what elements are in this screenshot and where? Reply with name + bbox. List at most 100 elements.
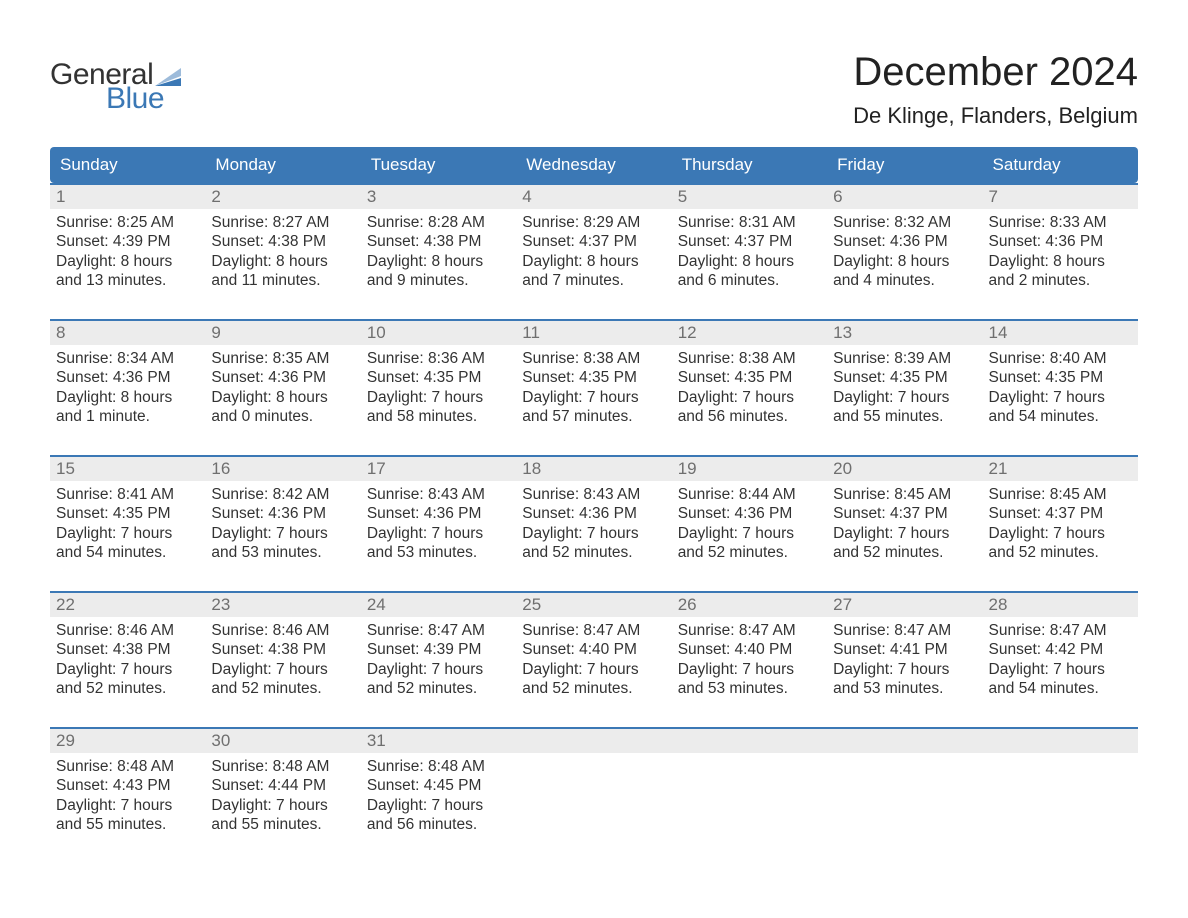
day-dl2: and 55 minutes. <box>56 815 199 834</box>
day-details: Sunrise: 8:41 AMSunset: 4:35 PMDaylight:… <box>50 481 205 567</box>
day-sunrise: Sunrise: 8:40 AM <box>989 349 1132 368</box>
day-cell: 18Sunrise: 8:43 AMSunset: 4:36 PMDayligh… <box>516 457 671 573</box>
day-sunset: Sunset: 4:36 PM <box>678 504 821 523</box>
day-sunrise: Sunrise: 8:47 AM <box>367 621 510 640</box>
day-dl1: Daylight: 7 hours <box>56 524 199 543</box>
day-sunrise: Sunrise: 8:48 AM <box>367 757 510 776</box>
day-cell: 8Sunrise: 8:34 AMSunset: 4:36 PMDaylight… <box>50 321 205 437</box>
day-dl1: Daylight: 8 hours <box>989 252 1132 271</box>
day-dl1: Daylight: 8 hours <box>522 252 665 271</box>
empty-cell <box>672 729 827 845</box>
day-sunrise: Sunrise: 8:46 AM <box>211 621 354 640</box>
empty-day-number <box>516 729 671 753</box>
day-sunset: Sunset: 4:37 PM <box>678 232 821 251</box>
day-cell: 24Sunrise: 8:47 AMSunset: 4:39 PMDayligh… <box>361 593 516 709</box>
day-sunset: Sunset: 4:35 PM <box>522 368 665 387</box>
day-number: 23 <box>205 593 360 617</box>
day-cell: 13Sunrise: 8:39 AMSunset: 4:35 PMDayligh… <box>827 321 982 437</box>
day-cell: 15Sunrise: 8:41 AMSunset: 4:35 PMDayligh… <box>50 457 205 573</box>
day-dl2: and 1 minute. <box>56 407 199 426</box>
day-sunrise: Sunrise: 8:45 AM <box>833 485 976 504</box>
day-cell: 5Sunrise: 8:31 AMSunset: 4:37 PMDaylight… <box>672 185 827 301</box>
day-details: Sunrise: 8:47 AMSunset: 4:40 PMDaylight:… <box>672 617 827 703</box>
day-cell: 29Sunrise: 8:48 AMSunset: 4:43 PMDayligh… <box>50 729 205 845</box>
day-sunrise: Sunrise: 8:28 AM <box>367 213 510 232</box>
day-details: Sunrise: 8:48 AMSunset: 4:43 PMDaylight:… <box>50 753 205 839</box>
day-sunset: Sunset: 4:40 PM <box>678 640 821 659</box>
day-sunset: Sunset: 4:37 PM <box>522 232 665 251</box>
day-number: 7 <box>983 185 1138 209</box>
location-text: De Klinge, Flanders, Belgium <box>853 103 1138 129</box>
day-dl2: and 55 minutes. <box>211 815 354 834</box>
day-dl2: and 54 minutes. <box>989 407 1132 426</box>
day-dl2: and 52 minutes. <box>56 679 199 698</box>
day-dl2: and 52 minutes. <box>367 679 510 698</box>
week-row: 1Sunrise: 8:25 AMSunset: 4:39 PMDaylight… <box>50 183 1138 301</box>
brand-logo: General Blue <box>50 50 181 116</box>
day-sunrise: Sunrise: 8:38 AM <box>678 349 821 368</box>
day-dl1: Daylight: 8 hours <box>56 252 199 271</box>
week-row: 22Sunrise: 8:46 AMSunset: 4:38 PMDayligh… <box>50 591 1138 709</box>
day-dl1: Daylight: 7 hours <box>211 660 354 679</box>
day-sunset: Sunset: 4:37 PM <box>989 504 1132 523</box>
day-sunrise: Sunrise: 8:39 AM <box>833 349 976 368</box>
day-dl2: and 52 minutes. <box>678 543 821 562</box>
day-sunrise: Sunrise: 8:41 AM <box>56 485 199 504</box>
day-number: 1 <box>50 185 205 209</box>
day-sunset: Sunset: 4:36 PM <box>211 368 354 387</box>
day-dl1: Daylight: 7 hours <box>678 660 821 679</box>
day-sunrise: Sunrise: 8:48 AM <box>211 757 354 776</box>
day-sunrise: Sunrise: 8:38 AM <box>522 349 665 368</box>
day-number: 22 <box>50 593 205 617</box>
day-details: Sunrise: 8:36 AMSunset: 4:35 PMDaylight:… <box>361 345 516 431</box>
day-details: Sunrise: 8:46 AMSunset: 4:38 PMDaylight:… <box>205 617 360 703</box>
day-dl1: Daylight: 8 hours <box>678 252 821 271</box>
day-dl2: and 57 minutes. <box>522 407 665 426</box>
day-dl2: and 4 minutes. <box>833 271 976 290</box>
empty-cell <box>516 729 671 845</box>
day-dl1: Daylight: 7 hours <box>833 524 976 543</box>
day-cell: 14Sunrise: 8:40 AMSunset: 4:35 PMDayligh… <box>983 321 1138 437</box>
day-cell: 17Sunrise: 8:43 AMSunset: 4:36 PMDayligh… <box>361 457 516 573</box>
day-header-tuesday: Tuesday <box>361 147 516 183</box>
day-details: Sunrise: 8:43 AMSunset: 4:36 PMDaylight:… <box>361 481 516 567</box>
day-sunrise: Sunrise: 8:33 AM <box>989 213 1132 232</box>
day-number: 17 <box>361 457 516 481</box>
day-cell: 19Sunrise: 8:44 AMSunset: 4:36 PMDayligh… <box>672 457 827 573</box>
day-cell: 22Sunrise: 8:46 AMSunset: 4:38 PMDayligh… <box>50 593 205 709</box>
day-dl1: Daylight: 7 hours <box>522 660 665 679</box>
day-details: Sunrise: 8:47 AMSunset: 4:40 PMDaylight:… <box>516 617 671 703</box>
day-number: 9 <box>205 321 360 345</box>
day-details: Sunrise: 8:46 AMSunset: 4:38 PMDaylight:… <box>50 617 205 703</box>
day-cell: 9Sunrise: 8:35 AMSunset: 4:36 PMDaylight… <box>205 321 360 437</box>
day-details: Sunrise: 8:47 AMSunset: 4:42 PMDaylight:… <box>983 617 1138 703</box>
day-dl2: and 56 minutes. <box>367 815 510 834</box>
day-sunset: Sunset: 4:35 PM <box>367 368 510 387</box>
day-number: 19 <box>672 457 827 481</box>
day-cell: 11Sunrise: 8:38 AMSunset: 4:35 PMDayligh… <box>516 321 671 437</box>
empty-cell <box>983 729 1138 845</box>
day-dl2: and 54 minutes. <box>989 679 1132 698</box>
day-sunset: Sunset: 4:41 PM <box>833 640 976 659</box>
day-dl2: and 11 minutes. <box>211 271 354 290</box>
day-sunset: Sunset: 4:36 PM <box>989 232 1132 251</box>
day-number: 24 <box>361 593 516 617</box>
day-sunset: Sunset: 4:38 PM <box>367 232 510 251</box>
day-sunrise: Sunrise: 8:31 AM <box>678 213 821 232</box>
day-sunset: Sunset: 4:35 PM <box>56 504 199 523</box>
day-dl1: Daylight: 7 hours <box>833 660 976 679</box>
day-sunrise: Sunrise: 8:45 AM <box>989 485 1132 504</box>
day-cell: 1Sunrise: 8:25 AMSunset: 4:39 PMDaylight… <box>50 185 205 301</box>
weeks-container: 1Sunrise: 8:25 AMSunset: 4:39 PMDaylight… <box>50 183 1138 845</box>
day-dl1: Daylight: 7 hours <box>989 524 1132 543</box>
day-dl2: and 53 minutes. <box>211 543 354 562</box>
empty-day-number <box>983 729 1138 753</box>
day-cell: 30Sunrise: 8:48 AMSunset: 4:44 PMDayligh… <box>205 729 360 845</box>
day-header-sunday: Sunday <box>50 147 205 183</box>
day-number: 30 <box>205 729 360 753</box>
day-number: 31 <box>361 729 516 753</box>
day-header-friday: Friday <box>827 147 982 183</box>
header-row: General Blue December 2024 De Klinge, Fl… <box>50 50 1138 129</box>
day-dl2: and 54 minutes. <box>56 543 199 562</box>
day-dl1: Daylight: 7 hours <box>678 388 821 407</box>
